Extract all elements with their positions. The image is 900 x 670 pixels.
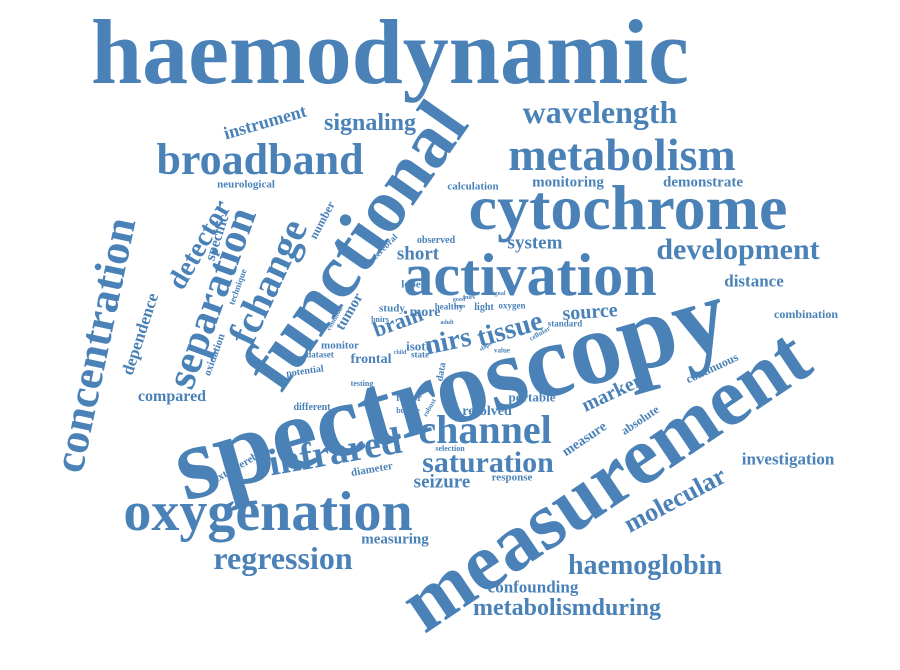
word-good: good <box>452 297 466 303</box>
word-adult: adult <box>440 320 454 326</box>
word-study: study <box>379 302 405 315</box>
word-signaling: signaling <box>323 110 417 136</box>
word-cytochrome: cytochrome <box>468 172 788 243</box>
word-metabolism: metabolism <box>508 129 736 180</box>
word-testing: testing <box>350 379 374 388</box>
word-dataset: dataset <box>306 349 334 360</box>
word-more: more <box>409 305 441 320</box>
word-neurological: neurological <box>217 178 275 191</box>
word-bnirs: bnirs <box>371 315 389 324</box>
word-bundle: bundle <box>396 406 420 415</box>
word-demonstrate: demonstrate <box>663 174 743 191</box>
word-frontal: frontal <box>350 352 392 367</box>
word-isott: isott <box>406 338 430 354</box>
word-distance: distance <box>724 271 784 291</box>
word-seizure: seizure <box>413 471 471 493</box>
word-fnirs: fnirs <box>463 295 475 301</box>
word-different: different <box>293 402 331 413</box>
word-standard: standard <box>547 318 583 329</box>
word-portable: portable <box>508 389 556 405</box>
word-wavelength: wavelength <box>522 94 678 130</box>
word-channel: channel <box>418 407 552 452</box>
word-light: light <box>474 302 494 313</box>
word-signal: signal <box>490 291 506 297</box>
word-investigation: investigation <box>741 449 835 469</box>
word-resolved: resolved <box>462 404 512 419</box>
word-monitor: monitor <box>321 339 359 352</box>
word-haemodynamic: haemodynamic <box>91 1 689 103</box>
word-short: short <box>396 243 440 265</box>
word-observed: observed <box>416 235 456 246</box>
word-term: term <box>454 304 466 310</box>
word-confounding: confounding <box>487 577 579 597</box>
word-compared: compared <box>137 388 207 405</box>
word-child: child <box>393 350 407 356</box>
word-haemoglobin: haemoglobin <box>567 550 723 581</box>
word-oxygen: oxygen <box>498 300 526 311</box>
word-combination: combination <box>773 307 839 321</box>
word-state: state <box>411 349 429 360</box>
word-system: system <box>507 232 563 254</box>
word-value: value <box>494 346 510 355</box>
word-calculation: calculation <box>447 180 499 193</box>
word-selection: selection <box>435 444 465 453</box>
word-monitoring: monitoring <box>532 174 604 191</box>
word-lobe: lobe <box>401 278 421 291</box>
word-broadband: broadband <box>156 135 364 184</box>
word-activation: activation <box>403 242 657 308</box>
word-metabolismduring: metabolismduring <box>472 595 662 621</box>
word-development: development <box>656 233 820 266</box>
word-regression: regression <box>213 540 353 576</box>
word-healthy: healthy <box>434 301 464 312</box>
word-response: response <box>491 471 533 484</box>
word-saturation: saturation <box>422 446 554 479</box>
word-oxygenation: oxygenation <box>123 481 413 543</box>
word-factor: factor <box>396 393 422 404</box>
word-measuring: measuring <box>361 531 429 548</box>
